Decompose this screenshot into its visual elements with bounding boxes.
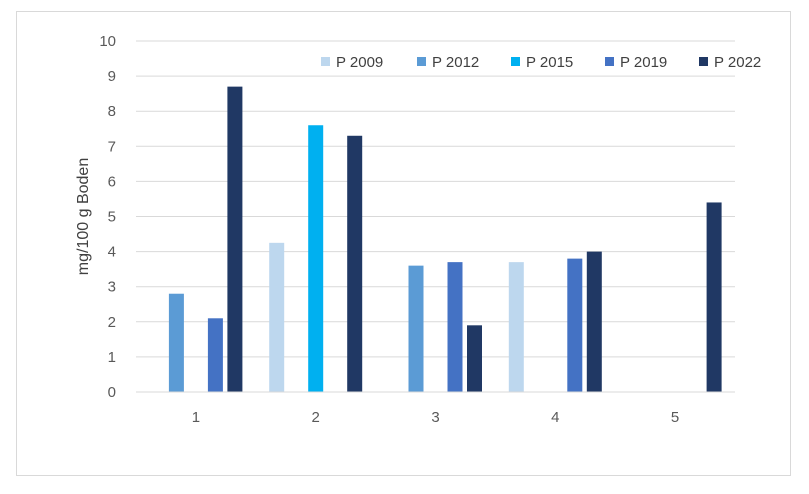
legend-label: P 2012 bbox=[432, 54, 479, 71]
x-tick-label: 5 bbox=[671, 409, 679, 426]
y-tick-label: 9 bbox=[108, 68, 116, 85]
bar bbox=[508, 262, 524, 392]
x-tick-labels: 1 2 3 4 5 bbox=[192, 409, 680, 426]
y-tick-label: 10 bbox=[99, 33, 116, 50]
legend-label: P 2009 bbox=[336, 54, 383, 71]
y-tick-label: 5 bbox=[108, 209, 116, 226]
y-axis-label: mg/100 g Boden bbox=[75, 158, 92, 275]
y-tick-label: 3 bbox=[108, 279, 116, 296]
gridlines bbox=[136, 40, 735, 358]
bar bbox=[447, 262, 463, 392]
legend-swatch bbox=[511, 57, 520, 66]
y-tick-label: 8 bbox=[108, 103, 116, 120]
bar bbox=[586, 251, 602, 392]
bar bbox=[227, 86, 243, 392]
bar bbox=[347, 135, 363, 392]
bar bbox=[706, 202, 722, 392]
legend-swatch bbox=[699, 57, 708, 66]
legend-swatch bbox=[605, 57, 614, 66]
x-tick-label: 2 bbox=[312, 409, 320, 426]
legend-swatch bbox=[321, 57, 330, 66]
legend-label: P 2022 bbox=[714, 54, 761, 71]
legend-swatch bbox=[417, 57, 426, 66]
bar bbox=[567, 258, 583, 392]
legend-label: P 2019 bbox=[620, 54, 667, 71]
x-tick-label: 4 bbox=[551, 409, 559, 426]
legend-label: P 2015 bbox=[526, 54, 573, 71]
chart-frame bbox=[16, 11, 791, 476]
y-tick-label: 6 bbox=[108, 173, 116, 190]
y-tick-label: 1 bbox=[108, 349, 116, 366]
bar bbox=[168, 293, 184, 392]
bar bbox=[308, 125, 324, 393]
y-tick-label: 7 bbox=[108, 138, 116, 155]
bar bbox=[269, 242, 285, 392]
x-tick-label: 1 bbox=[192, 409, 200, 426]
bar bbox=[207, 318, 223, 392]
y-tick-labels: 0 1 2 3 4 5 6 7 8 9 10 bbox=[99, 33, 116, 401]
legend: P 2009 P 2012 P 2015 P 2019 P 2022 bbox=[321, 54, 761, 71]
x-tick-label: 3 bbox=[431, 409, 439, 426]
y-tick-label: 0 bbox=[108, 384, 116, 401]
bars bbox=[168, 86, 722, 393]
bar bbox=[408, 265, 424, 392]
bar bbox=[467, 325, 482, 392]
y-tick-label: 4 bbox=[108, 244, 116, 261]
y-tick-label: 2 bbox=[108, 314, 116, 331]
